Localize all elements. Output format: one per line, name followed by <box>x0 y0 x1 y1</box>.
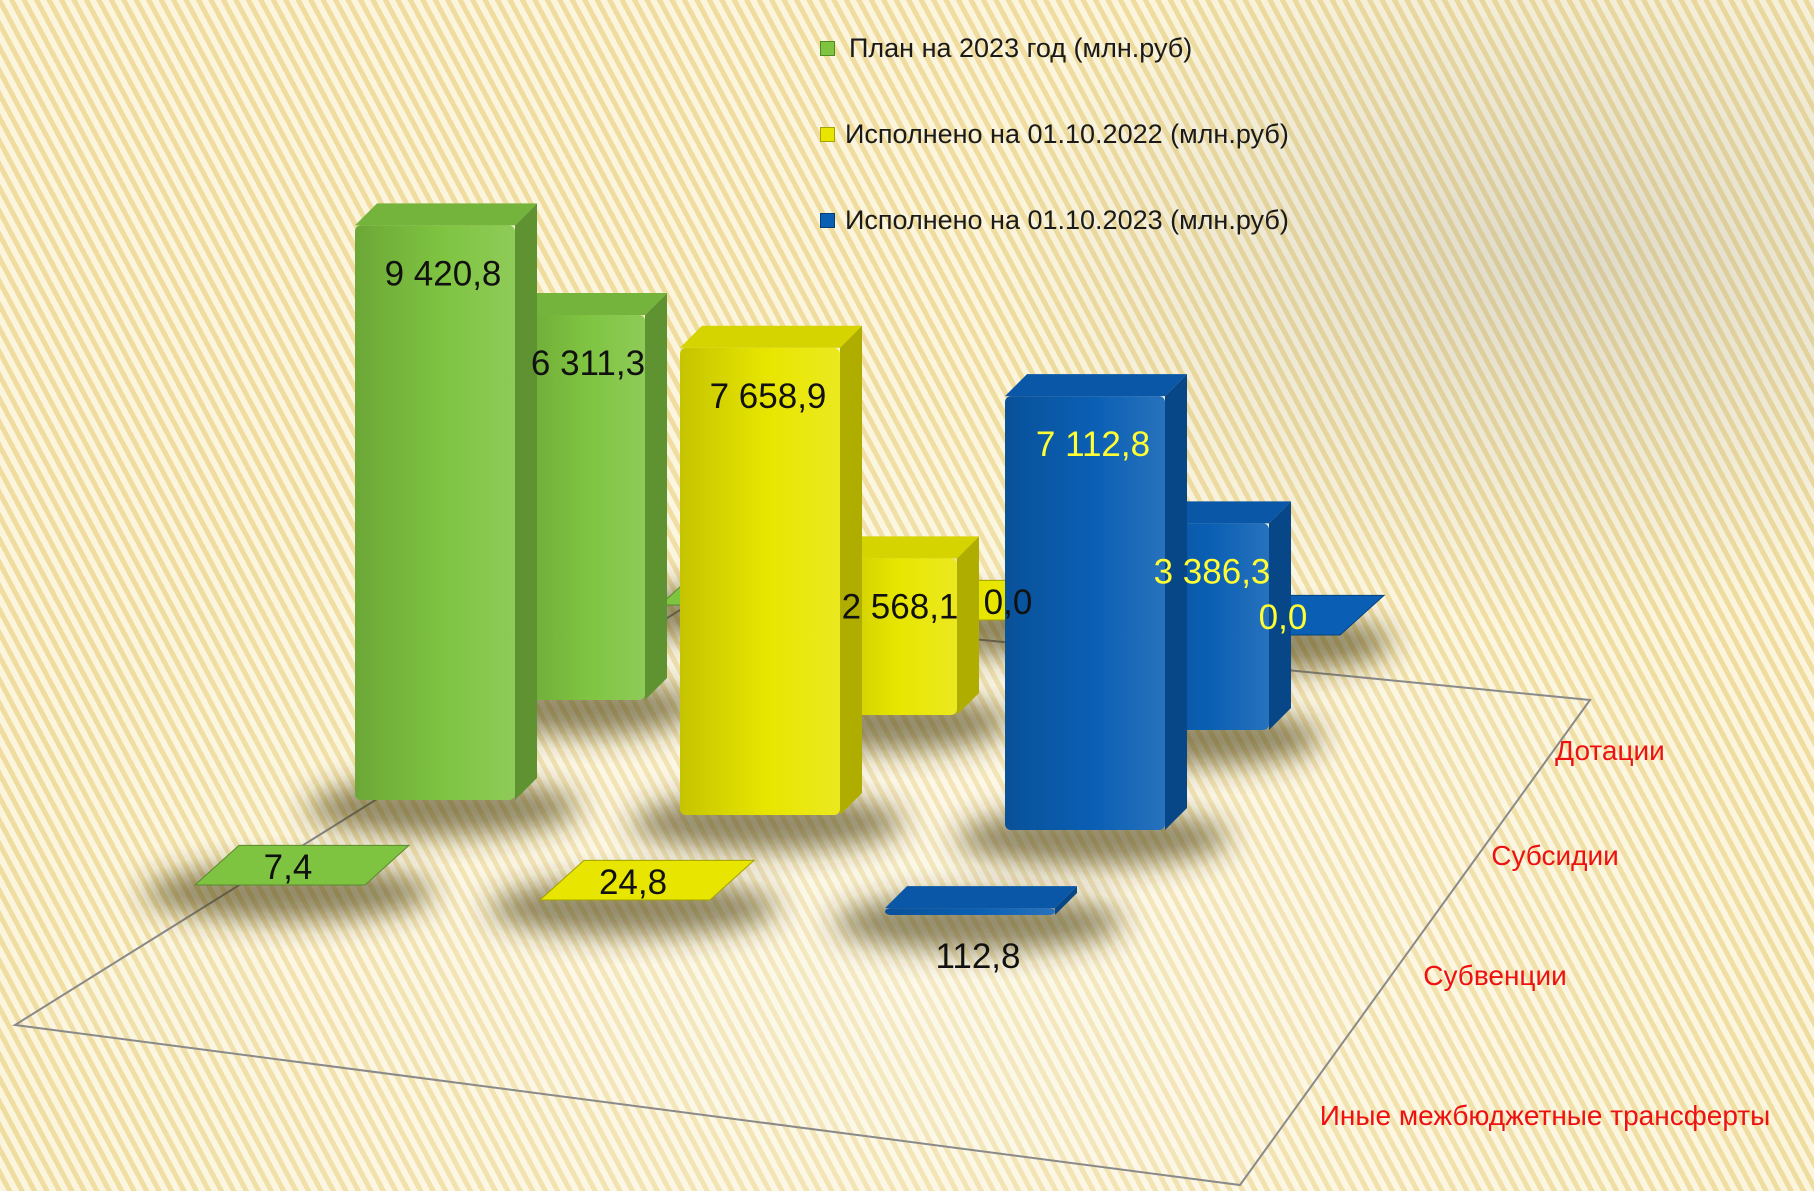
value-label: 6 311,3 <box>531 344 645 383</box>
value-label: 7 658,9 <box>710 377 827 416</box>
category-label-subvencii: Субвенции <box>1423 960 1567 991</box>
value-label: 7 112,8 <box>1036 425 1150 464</box>
value-label: 112,8 <box>936 937 1021 976</box>
value-label: 9 420,8 <box>385 254 502 293</box>
value-label: 0,0 <box>1259 598 1308 637</box>
bar-inye-s1 <box>538 859 756 901</box>
bar-top <box>1005 374 1187 397</box>
bar-side <box>1165 374 1187 830</box>
bar-front <box>885 908 1055 915</box>
category-label-subsidii: Субсидии <box>1491 840 1619 871</box>
bar-subvencii-s0 <box>355 203 537 801</box>
value-label: 0,0 <box>984 583 1033 622</box>
legend-item-executed-2022: Исполнено на 01.10.2022 (млн.руб) <box>820 91 1289 177</box>
bar-side <box>840 325 862 815</box>
bar-side <box>515 203 537 801</box>
legend-label: Исполнено на 01.10.2023 (млн.руб) <box>845 204 1289 235</box>
chart-legend: План на 2023 год (млн.руб) Исполнено на … <box>820 5 1289 263</box>
bar-inye-s0 <box>193 844 411 886</box>
bar-subsidii-s0 <box>515 293 667 700</box>
bar-subvencii-s1 <box>680 325 862 815</box>
bar-front <box>1005 396 1165 830</box>
legend-item-executed-2023: Исполнено на 01.10.2023 (млн.руб) <box>820 177 1289 263</box>
bar-top <box>355 203 537 226</box>
bar-front <box>680 347 840 815</box>
bar-side <box>1269 501 1291 730</box>
value-label: 7,4 <box>264 848 313 887</box>
legend-swatch <box>820 212 835 228</box>
bar-front <box>515 315 645 700</box>
bar-side <box>645 293 667 700</box>
bar-tile <box>538 859 756 901</box>
legend-item-plan-2023: План на 2023 год (млн.руб) <box>820 5 1289 91</box>
legend-swatch <box>820 126 835 142</box>
bar-side <box>1055 886 1077 915</box>
value-label: 24,8 <box>599 863 667 902</box>
bar-top <box>885 886 1077 909</box>
value-label: 3 386,3 <box>1154 552 1271 591</box>
bar-subvencii-s2 <box>1005 374 1187 830</box>
bar-inye-s2 <box>885 886 1077 915</box>
legend-swatch <box>820 40 835 56</box>
category-label-inye: Иные межбюджетные трансферты <box>1320 1100 1770 1131</box>
bar-tile <box>193 844 411 886</box>
category-label-dotacii: Дотации <box>1555 735 1665 766</box>
bar-front <box>355 225 515 801</box>
bar-top <box>515 293 667 316</box>
bar-side <box>957 536 979 715</box>
bar-top <box>827 536 979 559</box>
legend-label: Исполнено на 01.10.2022 (млн.руб) <box>845 118 1289 149</box>
value-label: 2 568,1 <box>842 587 959 626</box>
bar-top <box>680 325 862 348</box>
legend-label: План на 2023 год (млн.руб) <box>849 32 1193 63</box>
